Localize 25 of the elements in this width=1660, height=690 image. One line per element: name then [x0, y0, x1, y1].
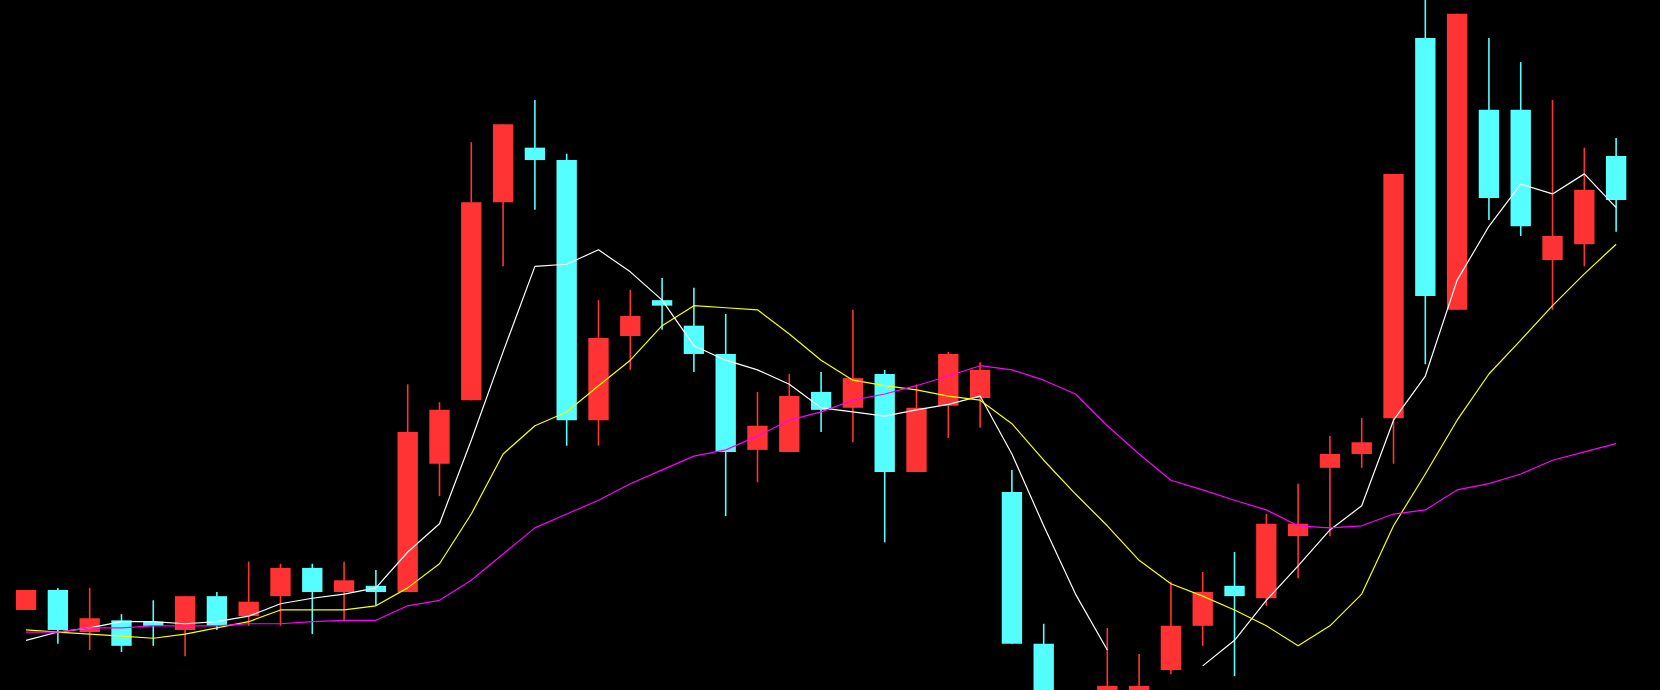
candlestick — [810, 371, 832, 433]
candlestick — [174, 595, 196, 657]
candlestick — [1128, 653, 1150, 690]
candlestick — [1605, 137, 1627, 233]
candlestick — [206, 591, 228, 631]
candlestick — [47, 587, 69, 645]
candlestick — [302, 562, 323, 635]
candlestick — [747, 391, 768, 484]
candlestick — [524, 99, 546, 211]
candlestick — [1224, 551, 1245, 677]
candlestick — [1542, 99, 1563, 311]
candlestick — [842, 309, 864, 444]
candlestick — [969, 361, 991, 429]
candlestick — [333, 560, 355, 622]
candlestick — [1033, 622, 1054, 690]
candlestick — [683, 286, 705, 373]
candlestick — [651, 277, 673, 331]
candlestick — [270, 562, 291, 627]
candlestick — [238, 560, 259, 627]
candlestick — [620, 289, 641, 371]
candlestick — [1097, 627, 1118, 690]
candlestick — [1319, 435, 1341, 537]
candlestick — [1192, 571, 1213, 647]
candlestick — [1160, 580, 1182, 675]
candlestick — [1351, 417, 1372, 469]
